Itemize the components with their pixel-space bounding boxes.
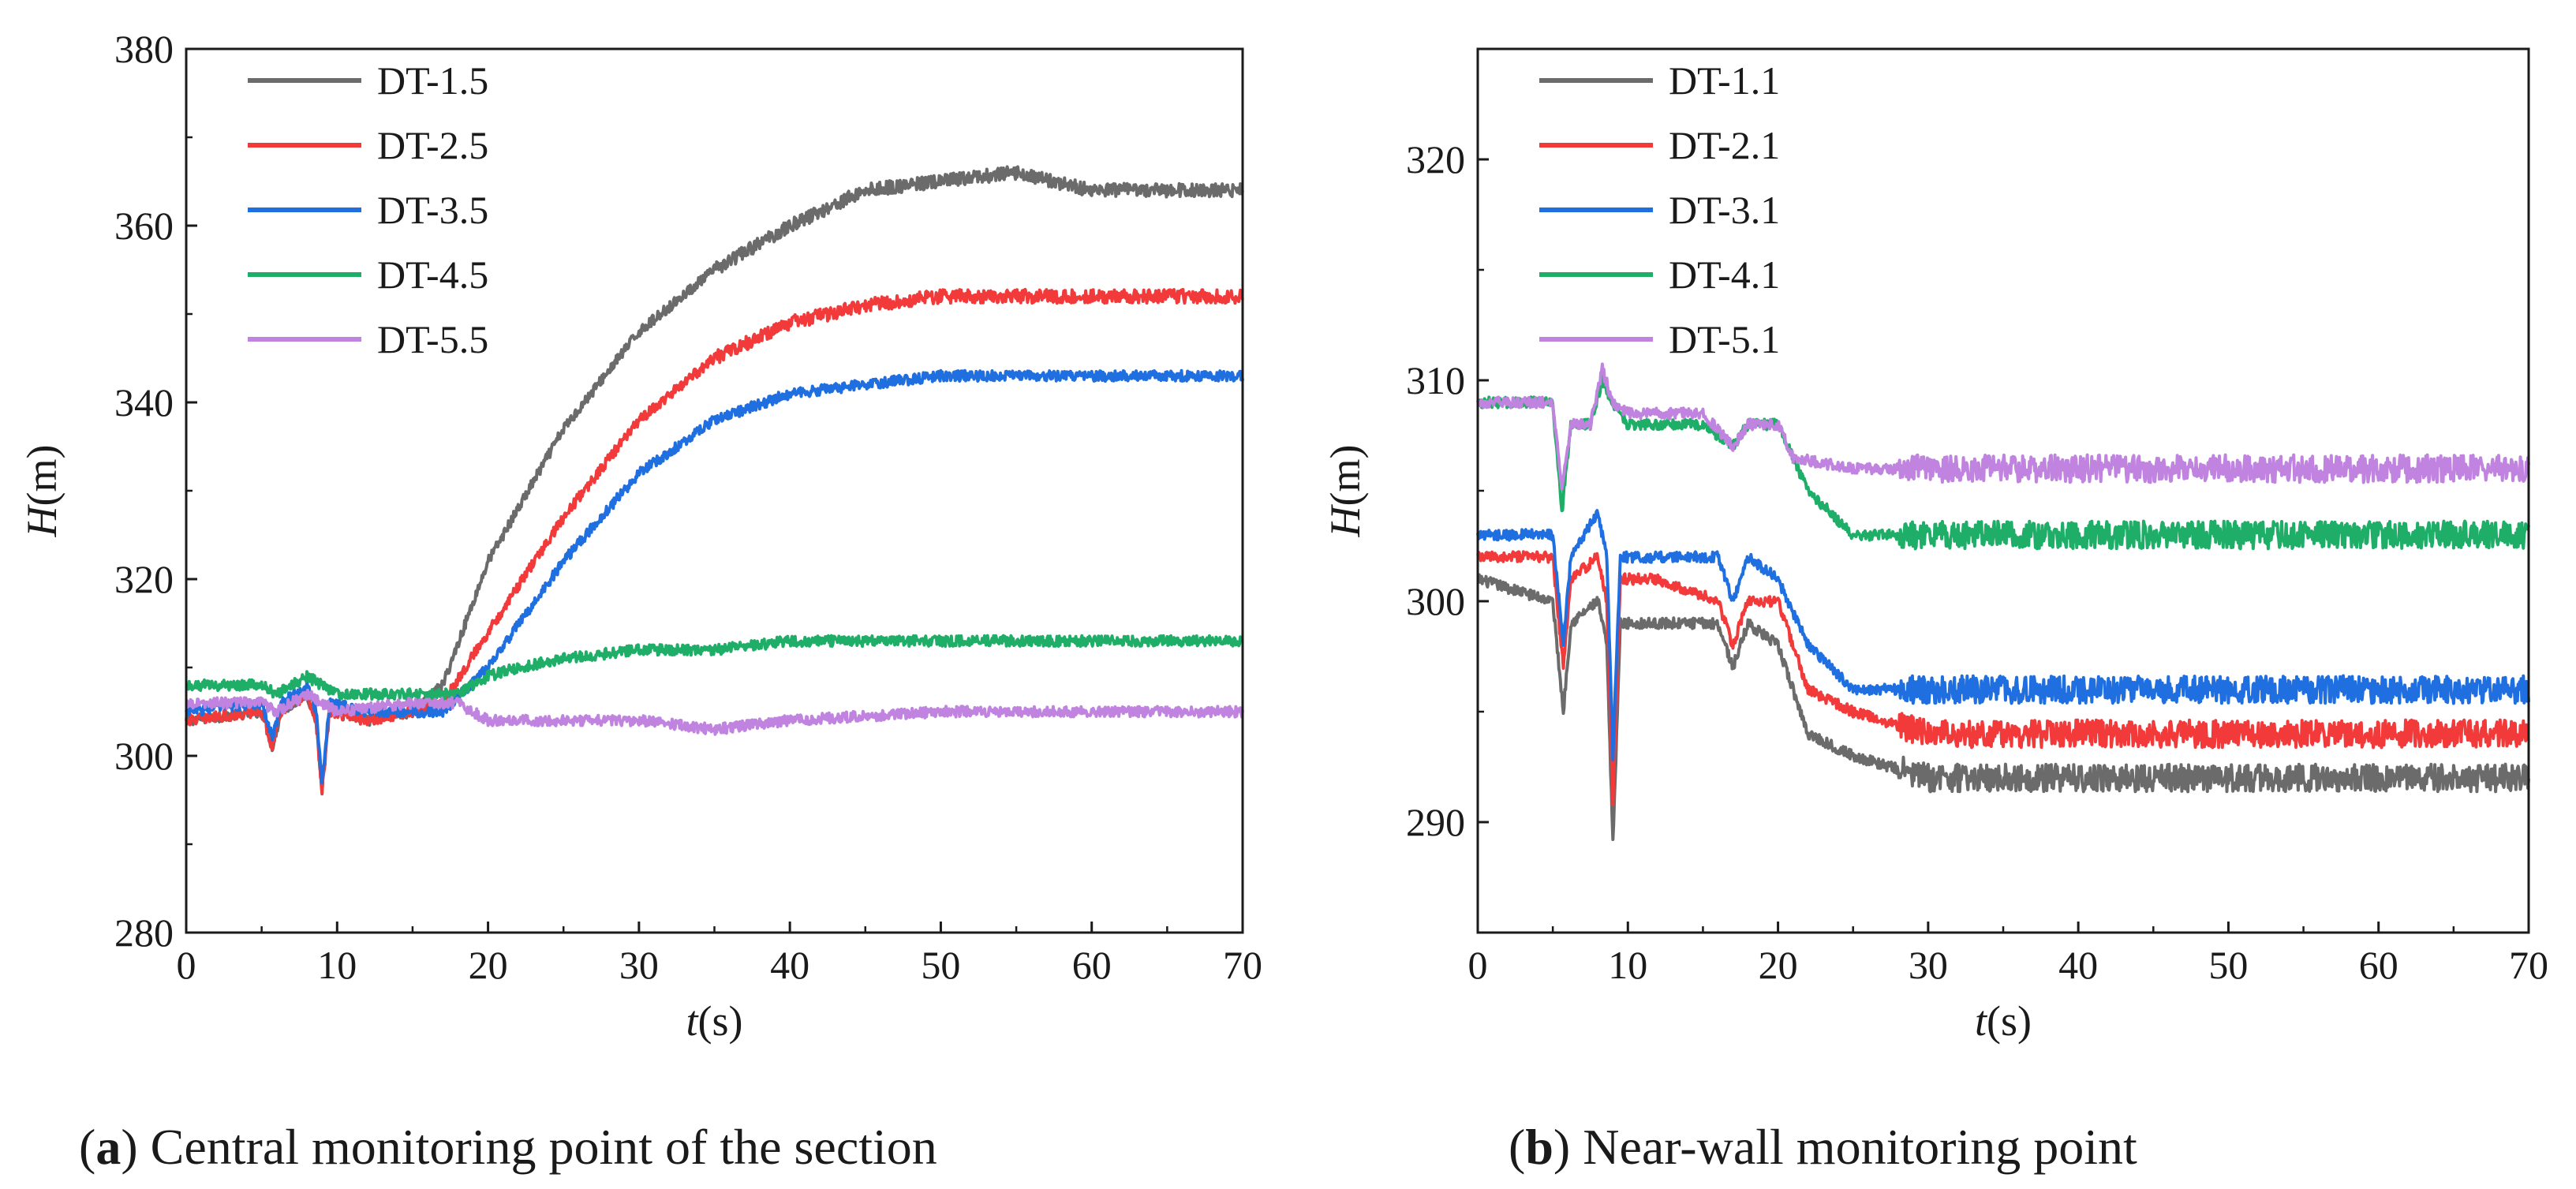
legend: DT-1.1 DT-2.1 DT-3.1 DT-4.1 DT-5.1	[1539, 58, 1780, 361]
caption-a-text: Central monitoring point of the section	[138, 1119, 937, 1175]
y-axis-unit: (m)	[1322, 445, 1369, 507]
x-tick-label: 40	[2058, 943, 2098, 987]
legend-label-DT-3.1: DT-3.1	[1669, 188, 1780, 232]
y-tick-label: 340	[114, 380, 174, 424]
legend: DT-1.5 DT-2.5 DT-3.5 DT-4.5 DT-5.5	[248, 58, 488, 361]
x-tick-label: 60	[1072, 943, 1112, 987]
legend-label-DT-1.1: DT-1.1	[1669, 58, 1780, 103]
caption-b-letter: b	[1525, 1119, 1553, 1175]
y-axis-unit: (m)	[18, 445, 65, 507]
x-tick-label: 40	[770, 943, 809, 987]
x-tick-label: 50	[921, 943, 960, 987]
series-line-DT-4.5	[185, 634, 1243, 701]
x-tick-label: 70	[1223, 943, 1262, 987]
x-tick-label: 30	[619, 943, 659, 987]
series-line-DT-5.5	[185, 688, 1244, 736]
legend-label-DT-2.5: DT-2.5	[377, 123, 488, 167]
series-line-DT-3.1	[1476, 509, 2530, 761]
legend-label-DT-4.1: DT-4.1	[1669, 252, 1780, 297]
caption-b: (b) Near-wall monitoring point	[1509, 1119, 2137, 1175]
y-tick-label: 290	[1406, 800, 1465, 844]
legend-label-DT-1.5: DT-1.5	[377, 58, 488, 103]
x-axis-unit: (s)	[1987, 997, 2032, 1045]
y-tick-label: 300	[114, 734, 174, 778]
x-axis-var: t	[686, 997, 700, 1045]
y-axis-label: H(m)	[18, 445, 65, 538]
legend-label-DT-4.5: DT-4.5	[377, 252, 488, 297]
legend-label-DT-3.5: DT-3.5	[377, 188, 488, 232]
x-axis-label: t(s)	[686, 997, 743, 1045]
series-line-DT-5.1	[1476, 362, 2530, 491]
y-tick-label: 360	[114, 204, 174, 248]
x-tick-label: 70	[2509, 943, 2548, 987]
y-tick-label: 380	[114, 27, 174, 71]
y-axis-label: H(m)	[1322, 445, 1369, 538]
series-line-DT-2.5	[185, 287, 1244, 795]
series-line-DT-1.1	[1476, 573, 2530, 841]
legend-label-DT-5.5: DT-5.5	[377, 317, 488, 361]
x-tick-label: 0	[1468, 943, 1488, 987]
legend-label-DT-2.1: DT-2.1	[1669, 123, 1780, 167]
plot-frame	[1476, 47, 2530, 934]
y-tick-label: 320	[114, 557, 174, 601]
caption-b-text: Near-wall monitoring point	[1570, 1119, 2137, 1175]
y-tick-label: 300	[1406, 579, 1465, 623]
caption-a-open: (	[79, 1119, 95, 1175]
panel-a: 0 10 20 30 40 50 60 70 280 300 320 340 360 380 t(s) H(m…	[18, 27, 1262, 1045]
y-axis-var: H	[1322, 503, 1369, 537]
legend-label-DT-5.1: DT-5.1	[1669, 317, 1780, 361]
caption-a: (a) Central monitoring point of the sect…	[79, 1119, 937, 1175]
x-tick-label: 20	[1759, 943, 1798, 987]
x-axis-label: t(s)	[1975, 997, 2032, 1045]
caption-a-letter: a	[95, 1119, 121, 1175]
caption-a-close: )	[121, 1119, 137, 1175]
x-tick-label: 20	[469, 943, 508, 987]
series-line-DT-4.1	[1476, 374, 2530, 551]
x-tick-label: 60	[2359, 943, 2398, 987]
y-axis-var: H	[18, 503, 65, 537]
x-tick-label: 50	[2208, 943, 2248, 987]
series-line-DT-2.1	[1476, 550, 2530, 807]
x-tick-label: 30	[1909, 943, 1948, 987]
series-line-DT-3.5	[185, 368, 1244, 785]
y-tick-label: 310	[1406, 358, 1465, 402]
caption-b-close: )	[1553, 1119, 1570, 1175]
x-tick-label: 10	[317, 943, 357, 987]
x-axis-unit: (s)	[698, 997, 743, 1045]
x-tick-label: 0	[177, 943, 196, 987]
panel-b: 0 10 20 30 40 50 60 70 290 300 310 320 t(s) H(m) DT-1.…	[1322, 47, 2548, 1045]
x-axis-var: t	[1975, 997, 1988, 1045]
x-tick-label: 10	[1608, 943, 1647, 987]
y-tick-label: 320	[1406, 137, 1465, 181]
caption-b-open: (	[1509, 1119, 1525, 1175]
y-tick-label: 280	[114, 910, 174, 955]
